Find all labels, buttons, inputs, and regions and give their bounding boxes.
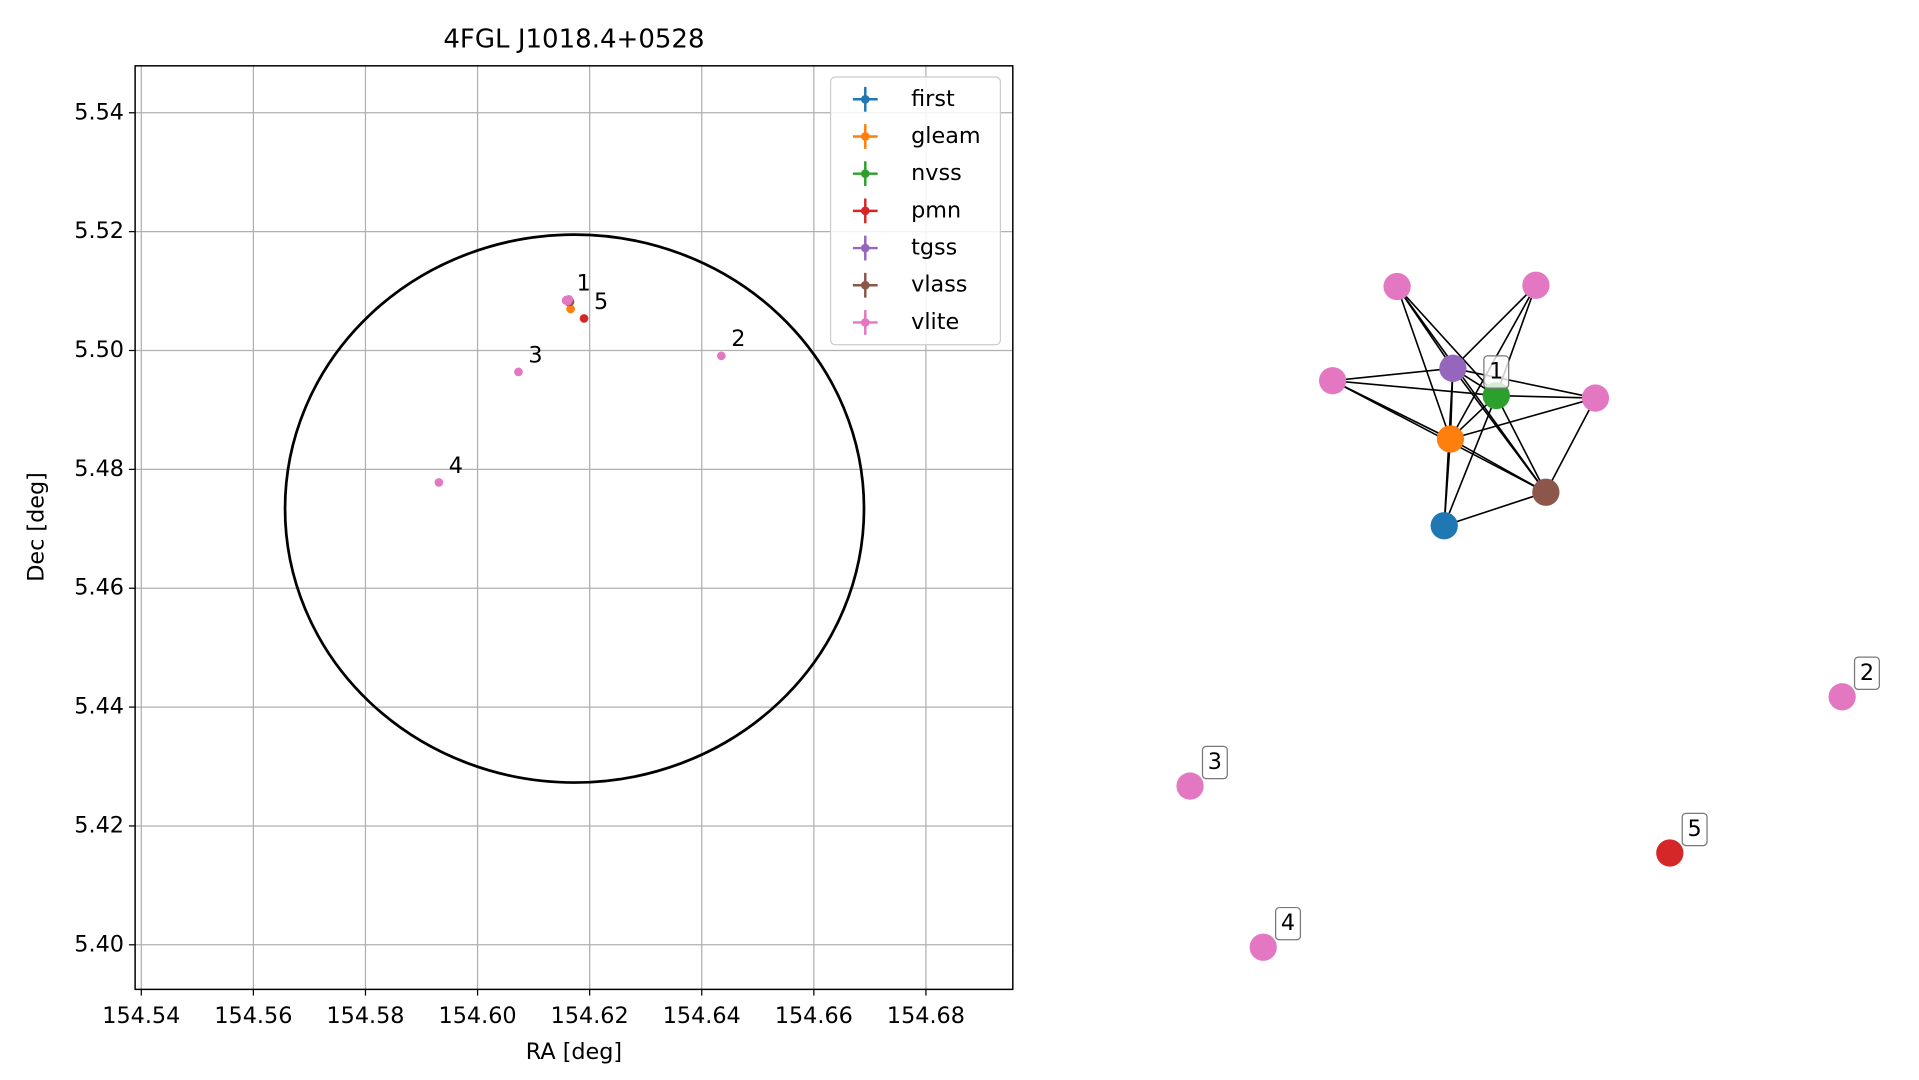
point: [563, 296, 573, 306]
point: [579, 314, 589, 323]
edge: [1443, 438, 1452, 526]
node: [1532, 478, 1560, 506]
x-tick-label: 154.62: [551, 1003, 629, 1029]
edge: [1443, 491, 1547, 527]
edge: [1452, 367, 1596, 399]
y-tick-label: 5.40: [74, 931, 124, 957]
node-label-box: [1853, 656, 1880, 690]
legend-marker: [860, 243, 870, 253]
legend-label: pmn: [911, 197, 961, 223]
legend-marker: [860, 169, 870, 179]
node-label: 2: [1860, 660, 1874, 686]
legend-marker: [860, 280, 870, 290]
node: [1522, 271, 1550, 299]
edge: [1452, 284, 1537, 369]
x-tick-label: 154.66: [775, 1003, 853, 1029]
annotation: 4: [449, 453, 463, 479]
edge: [1443, 395, 1498, 527]
node: [1249, 933, 1277, 961]
edge: [1450, 397, 1596, 440]
chart-title: 4FGL J1018.4+0528: [443, 24, 704, 54]
x-tick-label: 154.68: [887, 1003, 965, 1029]
y-tick-label: 5.46: [74, 575, 124, 601]
node-label: 4: [1281, 910, 1295, 936]
legend-label: gleam: [911, 123, 980, 149]
edge: [1496, 394, 1596, 399]
edge: [1450, 438, 1547, 493]
legend-label: vlite: [911, 309, 959, 335]
y-tick-label: 5.54: [74, 99, 124, 125]
y-tick-label: 5.50: [74, 337, 124, 363]
error-ellipse: [283, 233, 866, 784]
y-tick-label: 5.42: [74, 812, 124, 838]
node: [1430, 512, 1458, 540]
legend-box: [829, 76, 1002, 346]
point: [717, 351, 726, 361]
edge: [1396, 286, 1452, 440]
node: [1436, 425, 1465, 453]
edge: [1545, 397, 1597, 493]
node: [1828, 683, 1856, 711]
annotation: 1: [577, 270, 591, 296]
annotation: 2: [731, 326, 745, 352]
edge: [1495, 395, 1547, 493]
y-axis-label: Dec [deg]: [24, 472, 50, 582]
node: [1656, 839, 1684, 867]
node-label-box: [1201, 745, 1228, 780]
edge: [1332, 379, 1497, 397]
legend-label: first: [911, 86, 955, 112]
annotation: 3: [528, 342, 542, 368]
y-tick-label: 5.44: [74, 694, 124, 720]
annotation: 5: [594, 289, 608, 315]
edge: [1452, 367, 1547, 493]
x-tick-label: 154.60: [439, 1003, 517, 1029]
node-label-box: [1483, 355, 1510, 389]
node-label: 5: [1688, 816, 1702, 842]
node: [1581, 384, 1610, 412]
edge: [1332, 367, 1453, 382]
node-label-box: [1681, 812, 1708, 847]
node: [1319, 367, 1347, 395]
edge: [1396, 285, 1497, 397]
point: [514, 367, 523, 377]
legend-label: tgss: [911, 235, 957, 261]
node-label: 1: [1489, 359, 1503, 385]
x-tick-label: 154.56: [214, 1003, 292, 1029]
legend-marker: [860, 318, 870, 327]
x-axis-label: RA [deg]: [526, 1039, 622, 1065]
node: [1383, 272, 1411, 301]
point: [566, 304, 575, 314]
point: [434, 478, 444, 487]
node-label: 3: [1208, 749, 1222, 775]
legend-label: nvss: [911, 160, 962, 186]
node-label-box: [1274, 906, 1302, 941]
axes-frame: [134, 65, 1014, 991]
y-tick-label: 5.48: [74, 456, 124, 482]
node: [1176, 772, 1204, 800]
x-tick-label: 154.54: [102, 1003, 180, 1029]
legend-marker: [860, 206, 870, 216]
legend-label: vlass: [911, 272, 967, 298]
x-tick-label: 154.58: [326, 1003, 404, 1029]
node: [1439, 354, 1467, 382]
legend-marker: [860, 94, 870, 104]
legend-marker: [860, 132, 870, 141]
x-tick-label: 154.64: [663, 1003, 741, 1029]
y-tick-label: 5.52: [74, 218, 124, 244]
